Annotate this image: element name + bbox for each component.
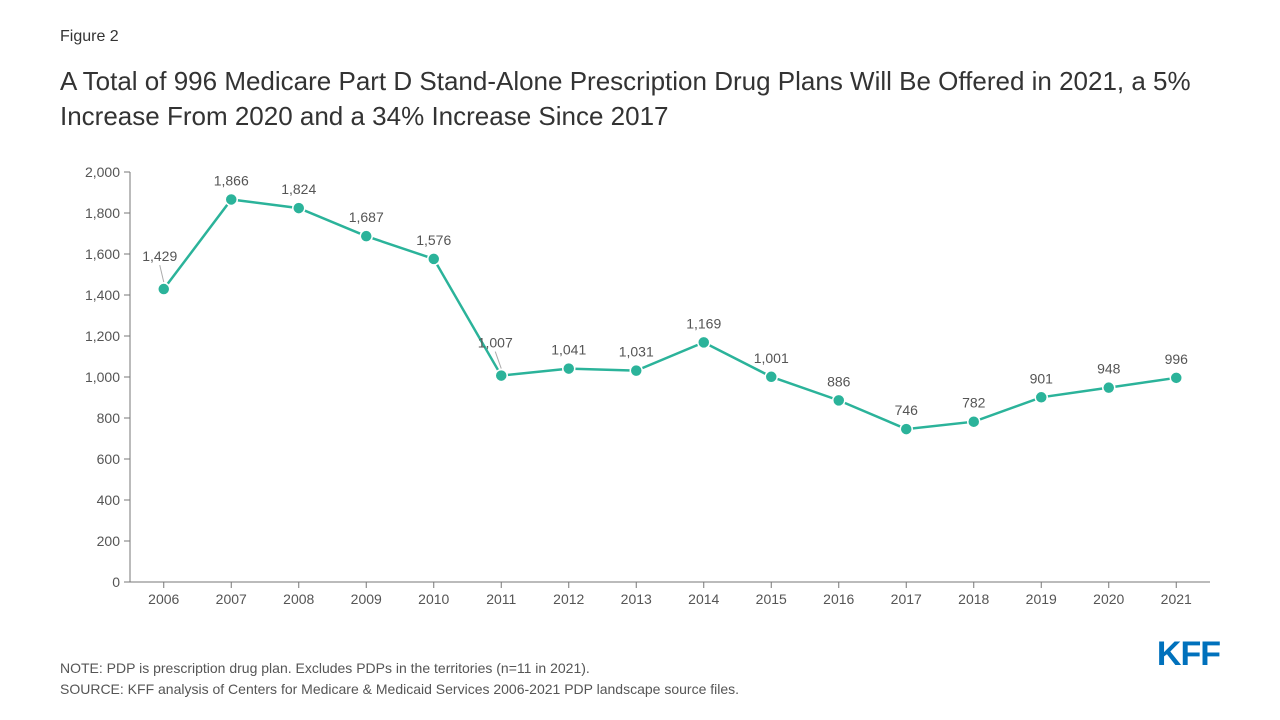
svg-text:1,400: 1,400 — [85, 287, 120, 303]
svg-text:886: 886 — [827, 374, 851, 390]
svg-text:1,600: 1,600 — [85, 246, 120, 262]
svg-text:2010: 2010 — [418, 591, 449, 607]
svg-text:400: 400 — [97, 492, 121, 508]
svg-text:782: 782 — [962, 395, 986, 411]
svg-text:2019: 2019 — [1026, 591, 1057, 607]
chart-footer: NOTE: PDP is prescription drug plan. Exc… — [60, 658, 739, 700]
svg-text:1,031: 1,031 — [619, 344, 654, 360]
svg-text:1,001: 1,001 — [754, 350, 789, 366]
svg-text:1,169: 1,169 — [686, 316, 721, 332]
svg-text:948: 948 — [1097, 361, 1121, 377]
svg-text:2008: 2008 — [283, 591, 314, 607]
svg-text:2007: 2007 — [216, 591, 247, 607]
svg-text:200: 200 — [97, 533, 121, 549]
svg-text:746: 746 — [895, 402, 919, 418]
kff-logo: KFF — [1157, 635, 1220, 674]
note-text: NOTE: PDP is prescription drug plan. Exc… — [60, 658, 739, 679]
svg-text:800: 800 — [97, 410, 121, 426]
svg-text:1,687: 1,687 — [349, 209, 384, 225]
figure-label: Figure 2 — [60, 28, 1220, 46]
svg-text:2014: 2014 — [688, 591, 719, 607]
svg-text:2016: 2016 — [823, 591, 854, 607]
svg-text:1,824: 1,824 — [281, 181, 316, 197]
svg-text:2013: 2013 — [621, 591, 652, 607]
svg-text:1,041: 1,041 — [551, 342, 586, 358]
svg-text:901: 901 — [1030, 370, 1054, 386]
svg-text:2018: 2018 — [958, 591, 989, 607]
svg-text:2009: 2009 — [351, 591, 382, 607]
svg-text:2017: 2017 — [891, 591, 922, 607]
source-text: SOURCE: KFF analysis of Centers for Medi… — [60, 679, 739, 700]
svg-text:0: 0 — [112, 574, 120, 590]
svg-text:1,429: 1,429 — [142, 248, 177, 264]
chart-title: A Total of 996 Medicare Part D Stand-Alo… — [60, 64, 1200, 134]
svg-text:1,800: 1,800 — [85, 205, 120, 221]
svg-text:1,000: 1,000 — [85, 369, 120, 385]
svg-text:2020: 2020 — [1093, 591, 1124, 607]
svg-text:2011: 2011 — [486, 591, 516, 607]
svg-text:1,200: 1,200 — [85, 328, 120, 344]
svg-text:996: 996 — [1165, 351, 1189, 367]
svg-text:2012: 2012 — [553, 591, 584, 607]
svg-text:1,576: 1,576 — [416, 232, 451, 248]
svg-text:1,866: 1,866 — [214, 173, 249, 189]
svg-text:2015: 2015 — [756, 591, 787, 607]
svg-text:2006: 2006 — [148, 591, 179, 607]
svg-text:1,007: 1,007 — [478, 335, 513, 351]
svg-text:2,000: 2,000 — [85, 164, 120, 180]
svg-text:600: 600 — [97, 451, 121, 467]
line-chart: 0 200 400 600 800 1,000 1,200 1,400 1,600 1,800 2,… — [60, 152, 1220, 622]
figure-container: Figure 2 A Total of 996 Medicare Part D … — [0, 0, 1280, 720]
svg-text:2021: 2021 — [1161, 591, 1192, 607]
chart-svg: 0 200 400 600 800 1,000 1,200 1,400 1,600 1,800 2,… — [60, 152, 1220, 622]
